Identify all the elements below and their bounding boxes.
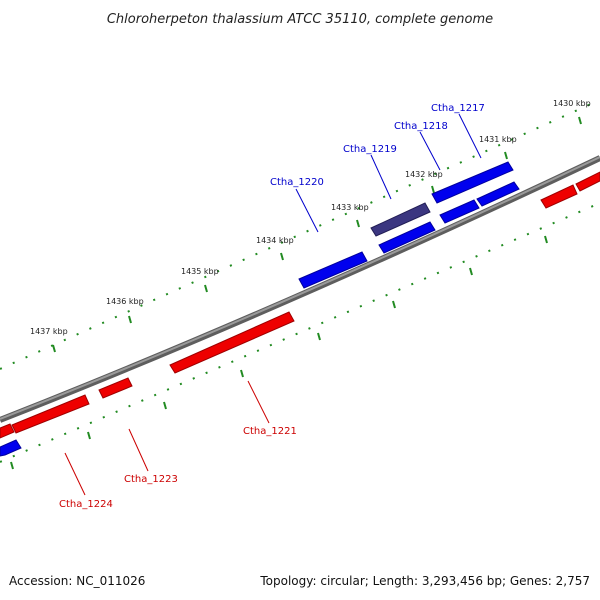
topology-text: Topology: circular; Length: 3,293,456 bp… xyxy=(260,574,590,588)
gene-callout-lines xyxy=(64,113,482,496)
gene-arrow-ctha-1220[interactable] xyxy=(298,251,368,289)
kbp-label: 1430 kbp xyxy=(553,99,591,108)
outer-major-tick xyxy=(280,252,284,261)
inner-tick-track xyxy=(0,202,600,470)
gene-labels: Ctha_1217 Ctha_1218 Ctha_1219 Ctha_1220 … xyxy=(59,103,485,510)
inner-major-tick xyxy=(317,332,321,341)
inner-major-tick xyxy=(240,369,244,378)
callout-line-ctha-1219 xyxy=(370,154,392,200)
gene-label-ctha-1224: Ctha_1224 xyxy=(59,499,113,510)
minus-strand-genes xyxy=(0,171,600,439)
kbp-label: 1437 kbp xyxy=(30,327,68,336)
accession-text: Accession: NC_011026 xyxy=(9,574,146,588)
callout-line-ctha-1220 xyxy=(295,188,319,233)
gene-label-ctha-1220: Ctha_1220 xyxy=(270,177,324,188)
outer-tick-track xyxy=(0,99,600,370)
gene-arrow-ctha-1223[interactable] xyxy=(98,377,133,399)
callout-line-ctha-1223 xyxy=(128,428,149,472)
gene-arrow-ctha-1217[interactable] xyxy=(431,161,514,204)
inner-major-tick xyxy=(469,267,473,276)
gene-label-ctha-1218: Ctha_1218 xyxy=(394,121,448,132)
gene-arrow-plus[interactable] xyxy=(378,221,436,254)
kbp-label: 1432 kbp xyxy=(405,170,443,179)
gene-arrow-ctha-1224[interactable] xyxy=(11,394,90,434)
outer-major-tick xyxy=(578,116,582,125)
gene-label-ctha-1223: Ctha_1223 xyxy=(124,474,178,485)
plus-strand-genes xyxy=(0,161,520,457)
inner-major-tick xyxy=(87,431,91,440)
outer-major-tick xyxy=(504,151,508,160)
outer-major-tick xyxy=(356,219,360,228)
inner-major-tick xyxy=(10,461,14,470)
inner-minor-ticks xyxy=(0,202,600,463)
gene-label-ctha-1217: Ctha_1217 xyxy=(431,103,485,114)
genome-backbone-highlight xyxy=(0,156,600,420)
gene-arrow-minus[interactable] xyxy=(540,184,578,209)
callout-line-ctha-1221 xyxy=(247,380,270,424)
outer-major-tick xyxy=(128,315,132,324)
scale-labels: 1430 kbp 1431 kbp 1432 kbp 1433 kbp 1434… xyxy=(30,99,591,336)
kbp-label: 1431 kbp xyxy=(479,135,517,144)
gene-arrow-ctha-1219[interactable] xyxy=(370,202,431,237)
outer-major-tick xyxy=(52,344,56,353)
kbp-label: 1433 kbp xyxy=(331,203,369,212)
callout-line-ctha-1217 xyxy=(458,113,482,159)
callout-line-ctha-1218 xyxy=(419,131,441,171)
kbp-label: 1435 kbp xyxy=(181,267,219,276)
outer-minor-ticks xyxy=(0,99,600,370)
inner-major-tick xyxy=(163,401,167,410)
inner-major-tick xyxy=(544,235,548,244)
gene-arrow-minus[interactable] xyxy=(0,423,15,439)
gene-label-ctha-1219: Ctha_1219 xyxy=(343,144,397,155)
outer-major-tick xyxy=(431,185,435,194)
gene-arrow-ctha-1221[interactable] xyxy=(169,311,295,374)
inner-major-tick xyxy=(392,300,396,309)
callout-line-ctha-1224 xyxy=(64,452,86,496)
gene-arrow-minus[interactable] xyxy=(575,171,600,192)
map-title: Chloroherpeton thalassium ATCC 35110, co… xyxy=(107,12,493,27)
kbp-label: 1436 kbp xyxy=(106,297,144,306)
gene-arrow-ctha-1218[interactable] xyxy=(439,199,480,224)
gene-label-ctha-1221: Ctha_1221 xyxy=(243,426,297,437)
outer-major-tick xyxy=(204,284,208,293)
kbp-label: 1434 kbp xyxy=(256,236,294,245)
gene-arrow-plus[interactable] xyxy=(476,181,520,207)
gene-arrow-plus[interactable] xyxy=(0,439,22,457)
